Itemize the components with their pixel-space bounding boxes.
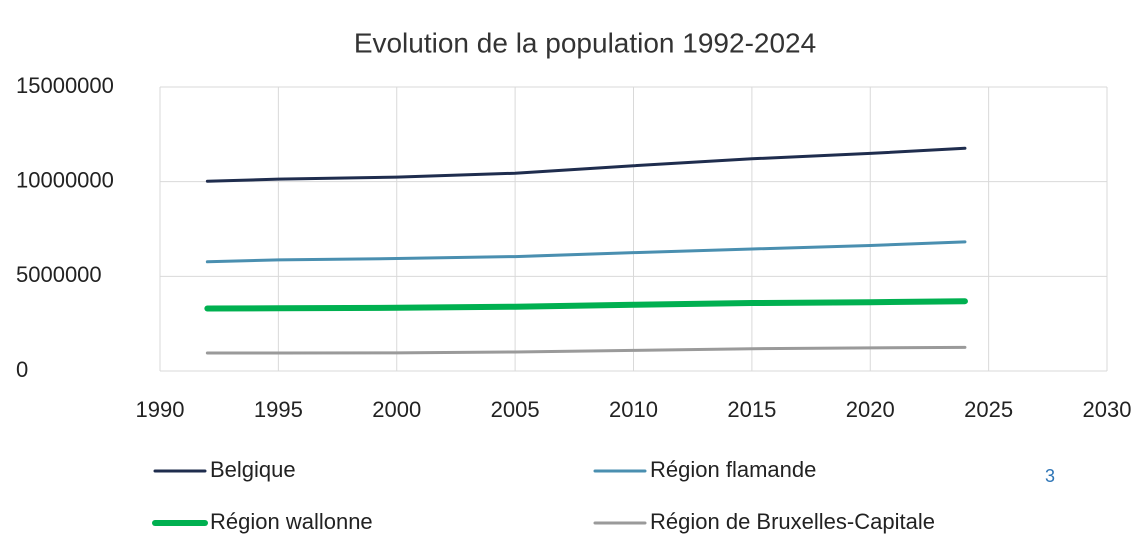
x-tick-label: 2025 [964, 397, 1013, 422]
x-tick-label: 2010 [609, 397, 658, 422]
annotation: 3 [1045, 466, 1055, 486]
y-tick-label: 15000000 [16, 73, 114, 98]
series-line [205, 146, 967, 183]
legend-label: Belgique [210, 457, 296, 482]
x-tick-label: 2015 [727, 397, 776, 422]
series-line [205, 345, 967, 355]
x-tick-label: 2000 [372, 397, 421, 422]
series-line [204, 298, 968, 312]
legend-label: Région de Bruxelles-Capitale [650, 509, 935, 534]
y-tick-label: 5000000 [16, 262, 102, 287]
chart-title: Evolution de la population 1992-2024 [354, 27, 816, 58]
x-tick-label: 1995 [254, 397, 303, 422]
x-tick-label: 1990 [136, 397, 185, 422]
y-tick-label: 10000000 [16, 167, 114, 192]
legend-label: Région flamande [650, 457, 816, 482]
y-tick-label: 0 [16, 357, 28, 382]
x-tick-label: 2030 [1083, 397, 1132, 422]
x-tick-label: 2005 [491, 397, 540, 422]
x-tick-label: 2020 [846, 397, 895, 422]
legend-label: Région wallonne [210, 509, 373, 534]
series-line [205, 240, 967, 264]
